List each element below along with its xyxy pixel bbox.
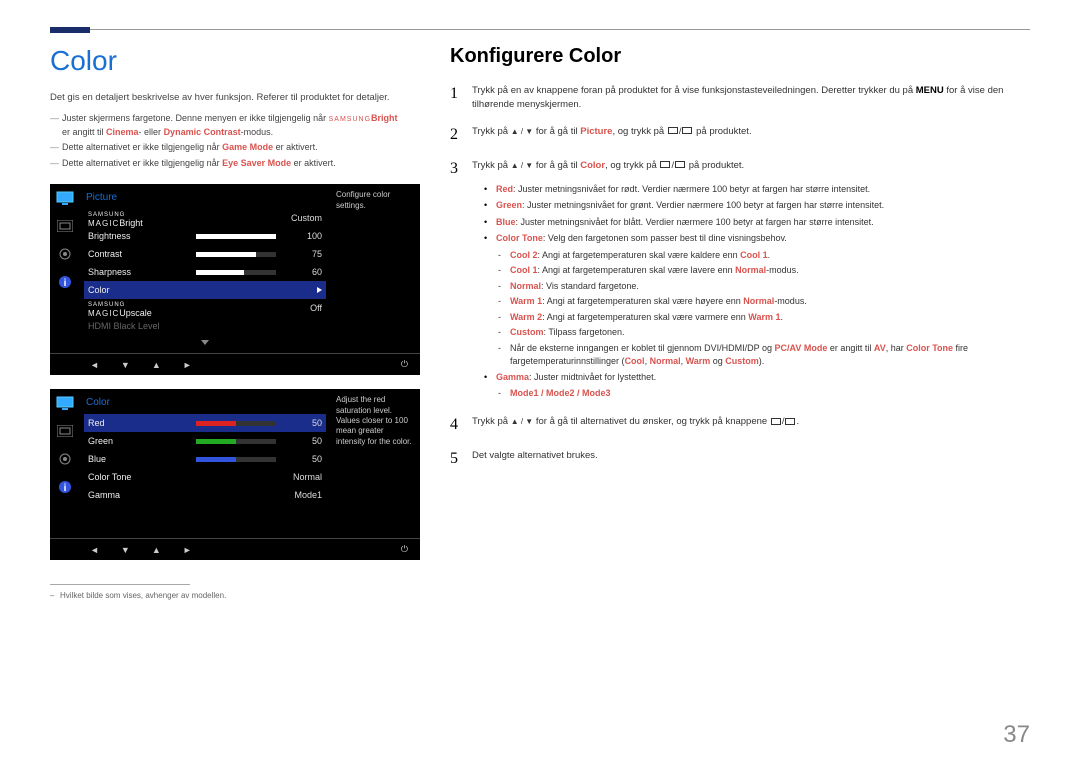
osd-row-blue: Blue 50 — [84, 450, 326, 468]
osd-row-red[interactable]: Red 50 — [84, 414, 326, 432]
power-icon: ⏻ — [401, 544, 408, 555]
osd-footer: ◄▼▲► ⏻ — [50, 353, 420, 375]
osd-row-hdmi: HDMI Black Level — [84, 317, 326, 335]
page-number: 37 — [1003, 721, 1030, 749]
osd-title-2: Color — [84, 395, 326, 414]
osd-row-green: Green 50 — [84, 432, 326, 450]
intro-text: Det gis en detaljert beskrivelse av hver… — [50, 91, 430, 104]
info-icon: i — [55, 479, 75, 495]
step-5: 5 Det valgte alternativet brukes. — [450, 447, 1030, 471]
step-2: 2 Trykk på ▲ / ▼ for å gå til Picture, o… — [450, 123, 1030, 147]
svg-text:i: i — [64, 278, 67, 289]
scroll-down-icon — [201, 340, 209, 345]
bullet-red: Red: Juster metningsnivået for rødt. Ver… — [472, 183, 1030, 197]
frame-icon — [55, 218, 75, 234]
info-icon: i — [55, 274, 75, 290]
osd-row-sharpness: Sharpness 60 — [84, 263, 326, 281]
osd-color: i Color Red 50 Green 50 Blue — [50, 389, 420, 560]
osd-row-brightness: Brightness 100 — [84, 227, 326, 245]
osd-footer-2: ◄▼▲► ⏻ — [50, 538, 420, 560]
step-4: 4 Trykk på ▲ / ▼ for å gå til alternativ… — [450, 413, 1030, 437]
top-rule — [50, 0, 1030, 30]
section-heading: Color — [50, 45, 430, 77]
right-column: Konfigurere Color 1 Trykk på en av knapp… — [430, 30, 1030, 600]
frame-icon — [55, 423, 75, 439]
osd-hint-2: Adjust the red saturation level. Values … — [330, 389, 420, 538]
note-2: Dette alternativet er ikke tilgjengelig … — [50, 141, 430, 155]
top-accent — [50, 27, 90, 33]
chevron-right-icon — [317, 287, 322, 293]
osd-row-color[interactable]: Color — [84, 281, 326, 299]
osd-row-upscale: SAMSUNGMAGICUpscale Off — [84, 299, 326, 317]
monitor-icon — [55, 190, 75, 206]
step-1: 1 Trykk på en av knappene foran på produ… — [450, 82, 1030, 113]
monitor-icon — [55, 395, 75, 411]
osd-row-contrast: Contrast 75 — [84, 245, 326, 263]
left-column: Color Det gis en detaljert beskrivelse a… — [50, 30, 430, 600]
bullet-gamma: Gamma: Juster midtnivået for lystetthet. — [472, 371, 1030, 385]
external-note: Når de eksterne inngangen er koblet til … — [472, 342, 1030, 369]
footnote-rule — [50, 584, 190, 585]
osd-sidebar-2: i — [50, 389, 80, 538]
footnote: Hvilket bilde som vises, avhenger av mod… — [50, 591, 430, 600]
power-icon: ⏻ — [401, 359, 408, 370]
osd-row-gamma: Gamma Mode1 — [84, 486, 326, 504]
bullet-blue: Blue: Juster metningsnivået for blått. V… — [472, 216, 1030, 230]
step-3: 3 Trykk på ▲ / ▼ for å gå til Color, og … — [450, 157, 1030, 403]
osd-sidebar: i — [50, 184, 80, 353]
osd-hint: Configure color settings. — [330, 184, 420, 353]
note-1: Juster skjermens fargetone. Denne menyen… — [50, 112, 430, 139]
bullet-green: Green: Juster metningsnivået for grønt. … — [472, 199, 1030, 213]
configure-heading: Konfigurere Color — [450, 45, 1030, 68]
note-3: Dette alternativet er ikke tilgjengelig … — [50, 157, 430, 171]
osd-title: Picture — [84, 190, 326, 209]
gear-icon — [55, 246, 75, 262]
svg-text:i: i — [64, 483, 67, 494]
gear-icon — [55, 451, 75, 467]
osd-row-magicbright: SAMSUNGMAGICBright Custom — [84, 209, 326, 227]
osd-row-colortone: Color Tone Normal — [84, 468, 326, 486]
osd-picture: i Picture SAMSUNGMAGICBright Custom Brig… — [50, 184, 420, 375]
bullet-colortone: Color Tone: Velg den fargetonen som pass… — [472, 232, 1030, 246]
